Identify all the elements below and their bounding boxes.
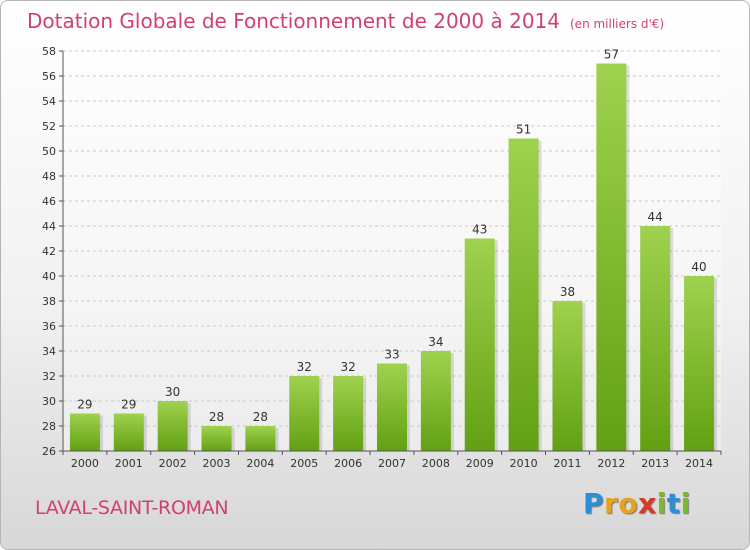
bar-2002 [157,401,188,451]
logo-letter: i [680,487,691,520]
logo-letter: r [604,487,619,520]
data-label: 57 [604,48,619,62]
bar-2011 [552,301,583,451]
bar-2001 [113,413,144,451]
x-tick-label: 2000 [71,457,99,470]
labels: 26 28 30 32 34 36 38 40 42 44 46 48 50 52 54 56 58 2000 29… [42,45,713,470]
chart-subtitle: (en milliers d'€) [570,17,665,31]
bar-2007 [377,363,407,451]
logo-letter: t [666,487,681,520]
x-tick-label: 2014 [685,457,713,470]
data-label: 51 [516,123,531,137]
x-tick-label: 2010 [510,457,538,470]
x-tick-label: 2006 [334,457,362,470]
bar-2009 [464,238,495,451]
bar-2005 [289,376,320,451]
bar-2008 [420,351,451,451]
x-tick-label: 2005 [290,457,318,470]
chart-title-text: Dotation Globale de Fonctionnement de 20… [27,9,560,33]
y-tick-label: 28 [42,420,56,433]
bar-2006 [333,376,364,451]
logo-letter: P [583,487,605,520]
y-tick-label: 40 [42,270,56,283]
y-tick-label: 54 [42,95,56,108]
y-tick-label: 38 [42,295,56,308]
bar-2000 [69,413,100,451]
data-label: 40 [691,260,706,274]
axes [59,50,722,455]
bar-2010 [508,138,539,451]
bar-2012 [596,63,627,451]
bar-2003 [201,426,232,451]
x-tick-label: 2001 [115,457,143,470]
data-label: 34 [428,335,443,349]
y-tick-label: 52 [42,120,56,133]
y-tick-label: 26 [42,445,56,458]
y-tick-label: 32 [42,370,56,383]
y-tick-label: 42 [42,245,56,258]
data-label: 29 [121,398,136,412]
data-label: 29 [77,398,92,412]
data-label: 28 [209,410,224,424]
data-label: 38 [560,285,575,299]
data-label: 32 [297,360,312,374]
x-tick-label: 2011 [553,457,581,470]
data-label: 43 [472,223,487,237]
x-tick-label: 2004 [246,457,274,470]
data-label: 33 [384,348,399,362]
data-label: 44 [648,210,663,224]
bar-2004 [245,426,276,451]
y-tick-label: 46 [42,195,56,208]
data-label: 32 [340,360,355,374]
y-tick-label: 36 [42,320,56,333]
x-tick-label: 2013 [641,457,669,470]
bar-2013 [640,226,671,451]
y-tick-label: 50 [42,145,56,158]
x-tick-label: 2002 [159,457,187,470]
y-tick-label: 58 [42,45,56,58]
y-tick-label: 56 [42,70,56,83]
y-tick-label: 34 [42,345,56,358]
data-label: 30 [165,385,180,399]
x-tick-label: 2003 [203,457,231,470]
bar-2014 [684,276,715,451]
logo-letter: o [618,487,639,520]
x-tick-label: 2009 [466,457,494,470]
y-tick-label: 44 [42,220,56,233]
bars [69,63,718,451]
x-tick-label: 2012 [597,457,625,470]
place-name: LAVAL-SAINT-ROMAN [35,497,229,519]
y-tick-label: 30 [42,395,56,408]
y-tick-label: 48 [42,170,56,183]
x-tick-label: 2007 [378,457,406,470]
x-tick-label: 2008 [422,457,450,470]
data-label: 28 [253,410,268,424]
logo-letter: i [656,487,667,520]
proxiti-logo: Proxiti [583,487,691,520]
logo-letter: x [638,487,657,520]
chart-title: Dotation Globale de Fonctionnement de 20… [27,9,664,33]
